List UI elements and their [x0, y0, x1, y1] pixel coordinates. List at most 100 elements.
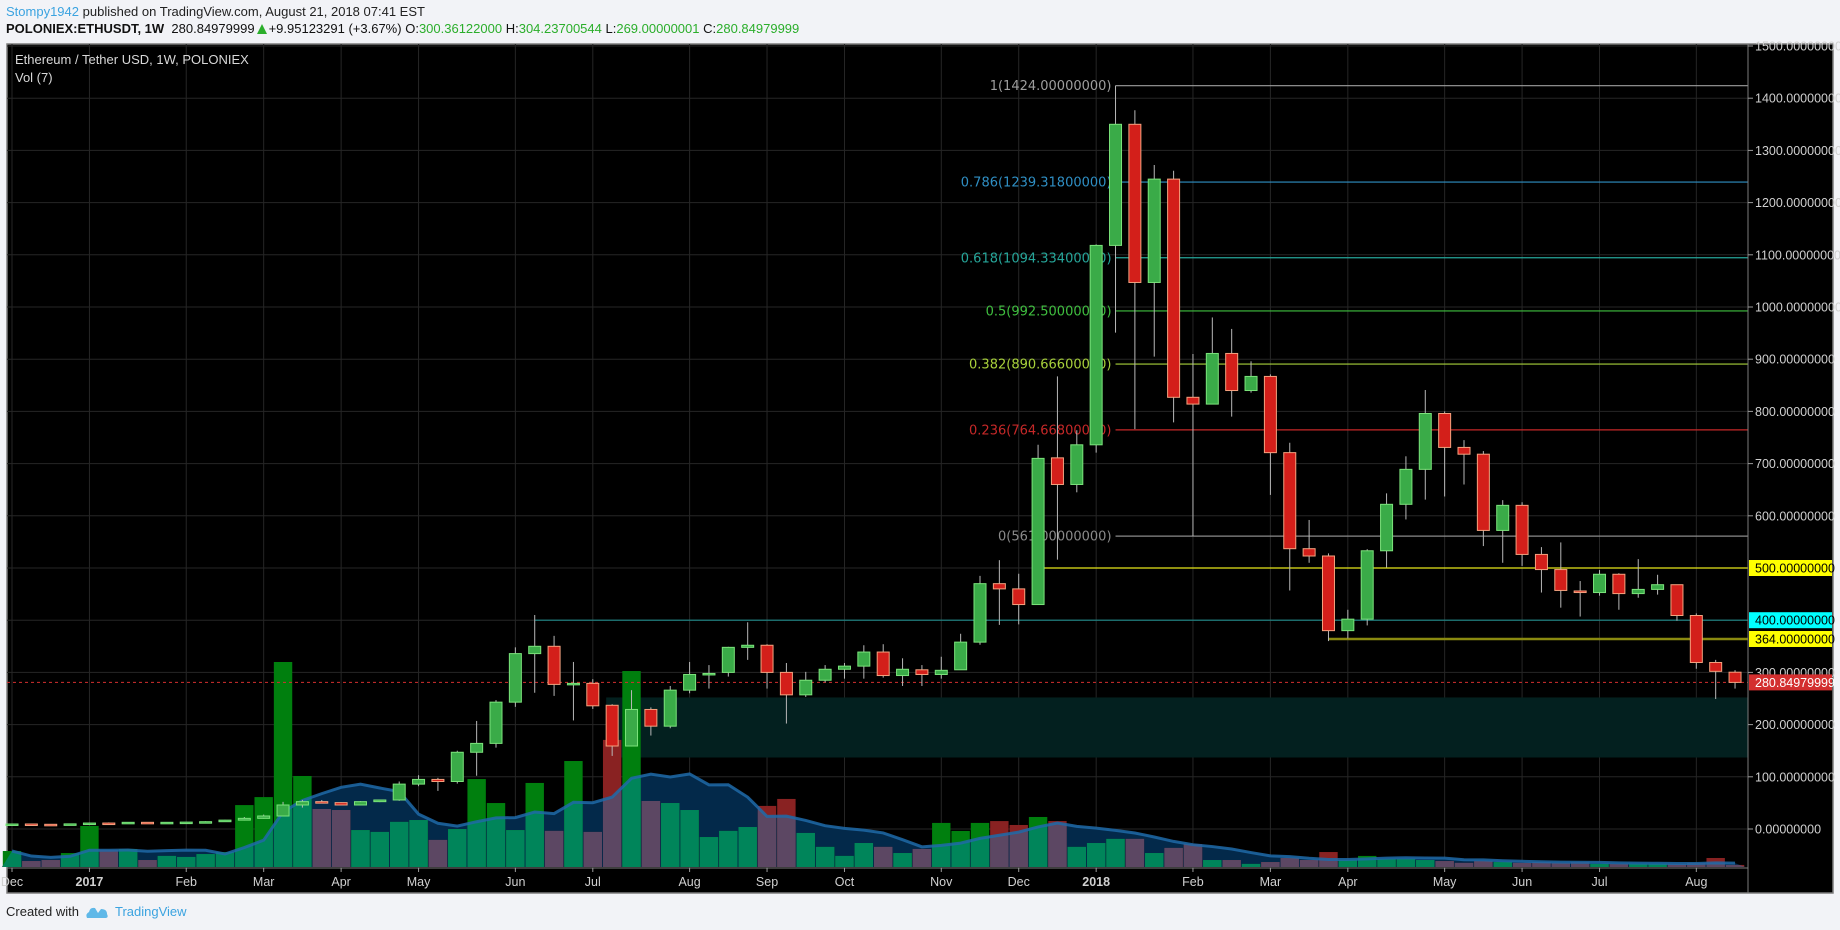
candle: [528, 614, 542, 693]
candle-body: [257, 815, 271, 819]
candle-body: [857, 651, 871, 667]
candle: [121, 821, 135, 825]
volume-bar-overlap: [177, 856, 196, 867]
price-tick-label: 1400.00000000: [1755, 92, 1840, 106]
candle: [1186, 353, 1200, 537]
candle-body: [1302, 548, 1316, 557]
author-link[interactable]: Stompy1942: [6, 4, 79, 19]
high-label: H:: [505, 21, 519, 36]
candle-body: [586, 682, 600, 707]
volume-bar-overlap: [1338, 860, 1358, 867]
candle-body: [1534, 553, 1548, 571]
tradingview-link[interactable]: TradingView: [114, 904, 187, 919]
price-tick-label: 0.00000000: [1755, 823, 1821, 837]
candle: [1147, 165, 1161, 357]
volume-bar-overlap: [1241, 863, 1261, 867]
candle: [1631, 559, 1645, 598]
candle-body: [1205, 352, 1219, 405]
candle: [295, 799, 309, 808]
candle: [896, 658, 910, 686]
price-badge: [1749, 630, 1832, 647]
volume-bar-overlap: [1086, 843, 1106, 867]
volume-bar-overlap: [1648, 863, 1667, 867]
candle-body: [992, 583, 1006, 590]
candle-body: [799, 679, 813, 696]
candle-body: [625, 708, 639, 747]
time-tick-label: Nov: [930, 875, 953, 889]
candle: [586, 679, 600, 709]
candle-body: [1341, 618, 1355, 632]
candle: [1109, 85, 1123, 333]
volume-bar-overlap: [41, 860, 60, 867]
volume-bar-overlap: [1106, 838, 1125, 867]
candle-body: [721, 646, 735, 673]
volume-bar-overlap: [874, 846, 893, 867]
volume-bar-overlap: [1532, 862, 1551, 867]
volume-bar-overlap: [544, 830, 564, 867]
volume-bar-overlap: [99, 849, 118, 867]
volume-bar-overlap: [1512, 862, 1532, 867]
candle-body: [102, 822, 116, 826]
candle: [1302, 519, 1316, 563]
candle: [1651, 574, 1665, 595]
volume-bar-overlap: [1183, 844, 1203, 867]
low-label: L:: [605, 21, 617, 36]
volume-bar-overlap: [196, 854, 215, 867]
candle: [566, 661, 580, 721]
price-change: +9.95123291 (+3.67%): [268, 21, 402, 36]
candle-body: [973, 583, 987, 643]
candle-body: [44, 823, 58, 827]
candle: [141, 821, 155, 825]
volume-bar-overlap: [757, 805, 777, 867]
candle: [1205, 317, 1219, 405]
candle-body: [353, 801, 367, 806]
volume-bar-overlap: [815, 846, 835, 867]
candle: [102, 822, 116, 826]
time-tick-label: Sep: [756, 875, 778, 889]
candle-body: [1089, 244, 1103, 446]
volume-bar-overlap: [738, 827, 757, 867]
candle-body: [24, 823, 38, 826]
last-price: 280.84979999: [171, 21, 255, 36]
volume-bar-overlap: [22, 861, 41, 867]
candle-body: [160, 821, 174, 825]
candle-body: [489, 701, 503, 744]
volume-indicator-label[interactable]: Vol (7): [15, 70, 53, 85]
tradingview-cloud-icon[interactable]: [85, 905, 109, 919]
fib-level-label: 0.618(1094.33400000): [961, 251, 1112, 266]
candle-body: [1496, 504, 1510, 531]
candle: [1418, 389, 1432, 500]
candle-body: [141, 821, 155, 825]
candle: [489, 700, 503, 748]
volume-bar-overlap: [1203, 860, 1222, 867]
candle: [1457, 440, 1471, 485]
candle: [1670, 584, 1684, 621]
candle-body: [237, 817, 251, 821]
volume-bar-overlap: [1048, 821, 1067, 867]
volume-bar-overlap: [1067, 846, 1086, 867]
time-tick-label: Dec: [1, 875, 23, 889]
candle: [470, 720, 484, 776]
candle-body: [934, 669, 948, 675]
support-zone: [606, 697, 1749, 758]
price-tick-label: 700.00000000: [1755, 457, 1835, 471]
volume-bar-overlap: [1667, 863, 1687, 867]
candle: [992, 560, 1006, 625]
series-title[interactable]: Ethereum / Tether USD, 1W, POLONIEX: [15, 52, 249, 67]
candle: [1283, 442, 1297, 591]
footer: Created with TradingView: [6, 904, 187, 919]
candle: [373, 799, 387, 803]
candle-body: [547, 645, 561, 685]
candle: [973, 575, 987, 645]
candle-body: [1476, 453, 1490, 531]
candle: [876, 644, 890, 678]
candle: [741, 622, 755, 660]
candle-body: [818, 668, 832, 681]
candle: [1554, 542, 1568, 608]
candle: [721, 646, 735, 677]
candle: [663, 685, 677, 729]
candle-body: [1128, 123, 1142, 283]
volume-bar-overlap: [312, 808, 331, 867]
candle-body: [315, 801, 329, 804]
